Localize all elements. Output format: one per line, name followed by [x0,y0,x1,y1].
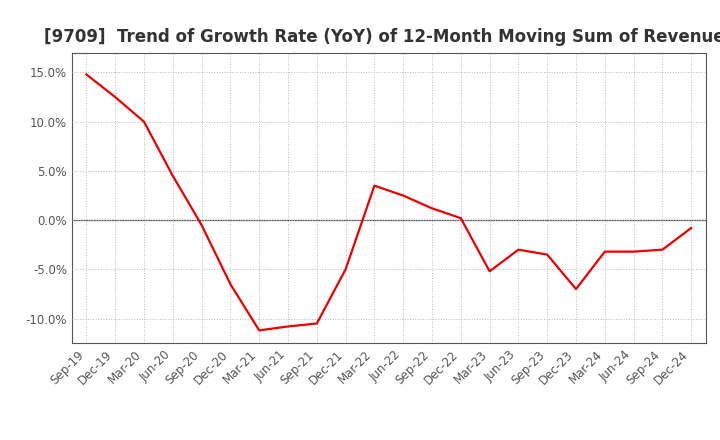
Title: [9709]  Trend of Growth Rate (YoY) of 12-Month Moving Sum of Revenues: [9709] Trend of Growth Rate (YoY) of 12-… [43,28,720,46]
